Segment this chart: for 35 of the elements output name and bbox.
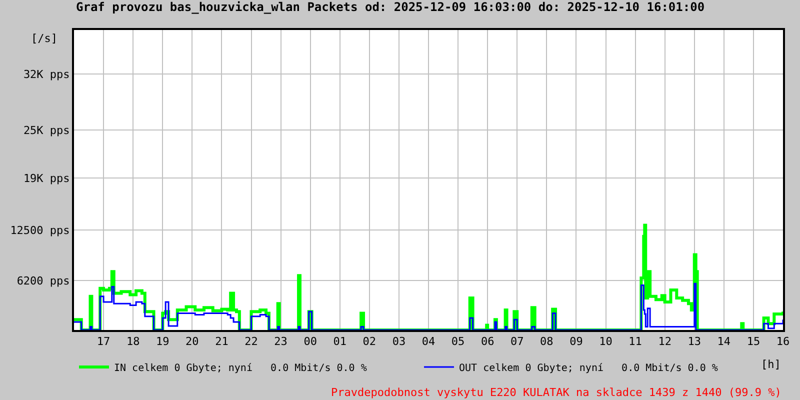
x-tick-label: 16 bbox=[776, 335, 790, 348]
x-tick-label: 03 bbox=[392, 335, 406, 348]
x-tick-label: 14 bbox=[717, 335, 731, 348]
x-tick-label: 06 bbox=[480, 335, 494, 348]
x-tick-label: 17 bbox=[96, 335, 110, 348]
x-tick-label: 10 bbox=[599, 335, 612, 348]
x-tick-label: 20 bbox=[186, 335, 199, 348]
x-tick-label: 05 bbox=[451, 335, 465, 348]
y-axis-title: [/s] bbox=[31, 32, 58, 45]
y-tick-label: 25K pps bbox=[23, 124, 70, 137]
y-tick-label: 12500 pps bbox=[10, 224, 70, 237]
y-tick-label: 19K pps bbox=[23, 172, 70, 185]
x-tick-label: 04 bbox=[422, 335, 436, 348]
x-tick-label: 00 bbox=[304, 335, 317, 348]
x-tick-label: 15 bbox=[746, 335, 760, 348]
x-tick-label: 21 bbox=[215, 335, 228, 348]
x-tick-label: 08 bbox=[540, 335, 554, 348]
x-tick-label: 12 bbox=[658, 335, 672, 348]
x-tick-label: 22 bbox=[244, 335, 258, 348]
text: Pravdepodobnost vyskytu E220 KULATAK na skladce 1439 z 1440 (99.9 %) bbox=[331, 386, 782, 399]
x-tick-label: 18 bbox=[126, 335, 140, 348]
legend-label: OUT celkem 0 Gbyte; nyní 0.0 Mbit/s 0.0 % bbox=[459, 362, 718, 374]
legend-label: IN celkem 0 Gbyte; nyní 0.0 Mbit/s 0.0 % bbox=[114, 362, 367, 374]
x-axis-title: [h] bbox=[761, 358, 781, 371]
x-tick-label: 13 bbox=[688, 335, 702, 348]
x-tick-label: 07 bbox=[510, 335, 524, 348]
x-tick-label: 23 bbox=[274, 335, 288, 348]
x-tick-label: 19 bbox=[156, 335, 170, 348]
x-tick-label: 09 bbox=[570, 335, 583, 348]
x-tick-label: 01 bbox=[333, 335, 347, 348]
chart-title: Graf provozu bas_houzvicka_wlan Packets od: 2025-12-09 16:03:00 do: 2025-12-10 16:01:00 bbox=[76, 0, 705, 14]
y-tick-label: 6200 pps bbox=[16, 274, 70, 288]
y-tick-label: 32K pps bbox=[23, 68, 70, 81]
x-tick-label: 02 bbox=[362, 335, 376, 348]
x-tick-label: 11 bbox=[628, 335, 642, 348]
